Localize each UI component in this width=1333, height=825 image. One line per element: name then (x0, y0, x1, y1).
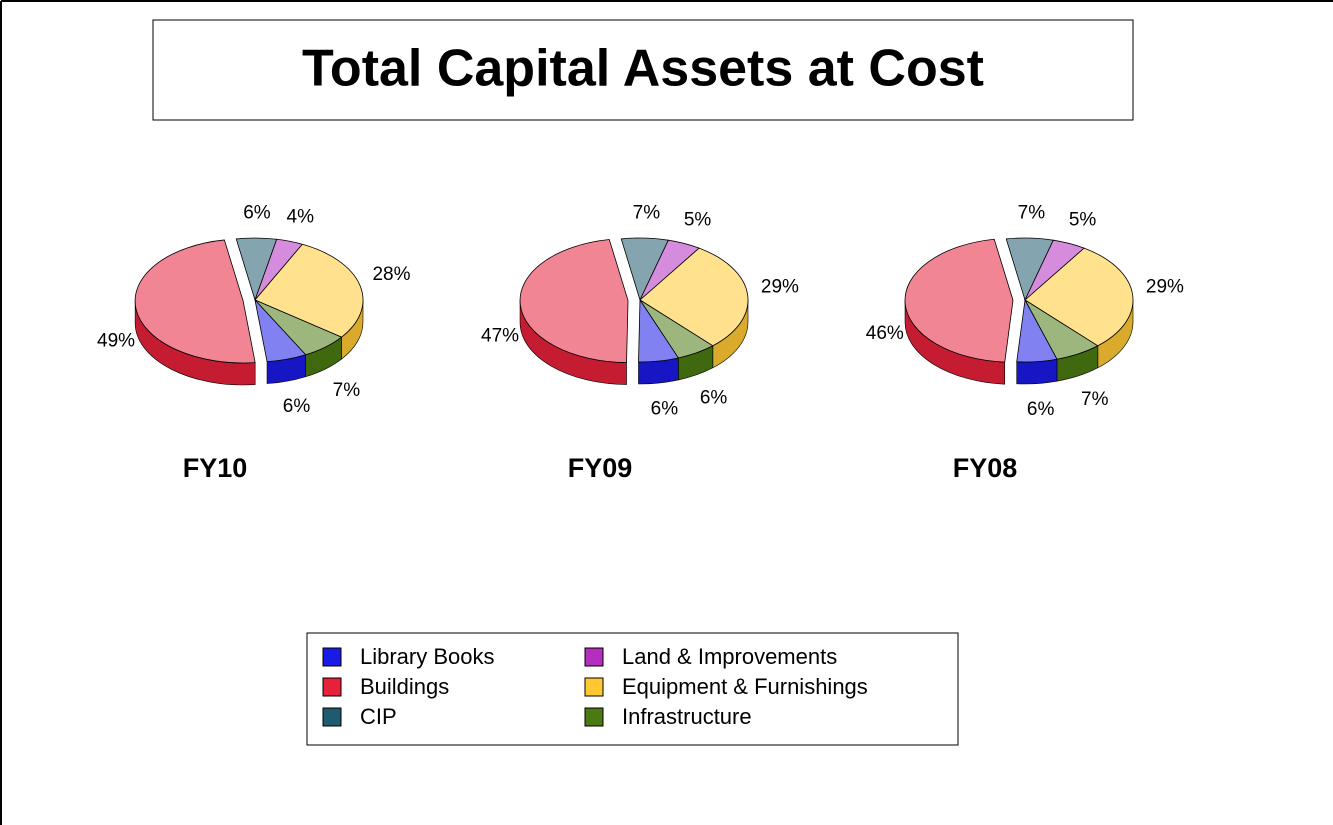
data-label: 6% (1027, 399, 1055, 420)
legend-swatch (584, 647, 604, 667)
data-label: 4% (287, 207, 315, 228)
legend-label: Library Books (360, 644, 495, 669)
pie-slice (1024, 247, 1134, 347)
pie-slice (639, 247, 749, 347)
legend-box (306, 632, 959, 746)
pie-label: FY08 (953, 453, 1018, 483)
pie-tops (904, 237, 1134, 363)
pie-sides (904, 299, 1134, 385)
pie-sides (519, 299, 749, 385)
pie-label: FY09 (568, 453, 633, 483)
data-label: 6% (283, 396, 311, 417)
title-box (152, 19, 1134, 121)
data-label: 49% (97, 331, 135, 352)
data-label: 5% (1069, 209, 1097, 230)
data-label: 6% (700, 388, 728, 409)
pie-tops (134, 237, 364, 364)
pie-slice (134, 239, 256, 364)
data-label: 46% (866, 323, 904, 344)
pie-slice (904, 238, 1014, 363)
data-label: 6% (243, 202, 271, 223)
legend-label: Buildings (360, 674, 449, 699)
legend-label: Land & Improvements (622, 644, 837, 669)
data-label: 28% (372, 264, 410, 285)
legend-swatch (322, 707, 342, 727)
pie-slice (519, 239, 629, 363)
pie-tops (519, 237, 749, 363)
pie-slice-side (1016, 358, 1058, 385)
data-label: 5% (684, 209, 712, 230)
legend-swatch (584, 707, 604, 727)
data-label: 7% (333, 380, 361, 401)
pie-label: FY10 (183, 453, 248, 483)
legend-label: Equipment & Furnishings (622, 674, 868, 699)
data-label: 29% (1146, 277, 1184, 298)
pie-slice (1016, 298, 1058, 363)
pie-slice (254, 243, 364, 338)
legend-swatch (322, 677, 342, 697)
data-label: 7% (1081, 389, 1109, 410)
pie-slice (254, 298, 307, 363)
data-label: 7% (633, 202, 661, 223)
data-label: 29% (761, 277, 799, 298)
chart-title: Total Capital Assets at Cost (302, 40, 984, 98)
data-label: 6% (651, 398, 679, 419)
legend-label: CIP (360, 704, 397, 729)
data-label: 47% (481, 325, 519, 346)
pie-slice (638, 298, 680, 363)
data-label: 7% (1018, 202, 1046, 223)
legend-swatch (322, 647, 342, 667)
legend-label: Infrastructure (622, 704, 752, 729)
legend-swatch (584, 677, 604, 697)
